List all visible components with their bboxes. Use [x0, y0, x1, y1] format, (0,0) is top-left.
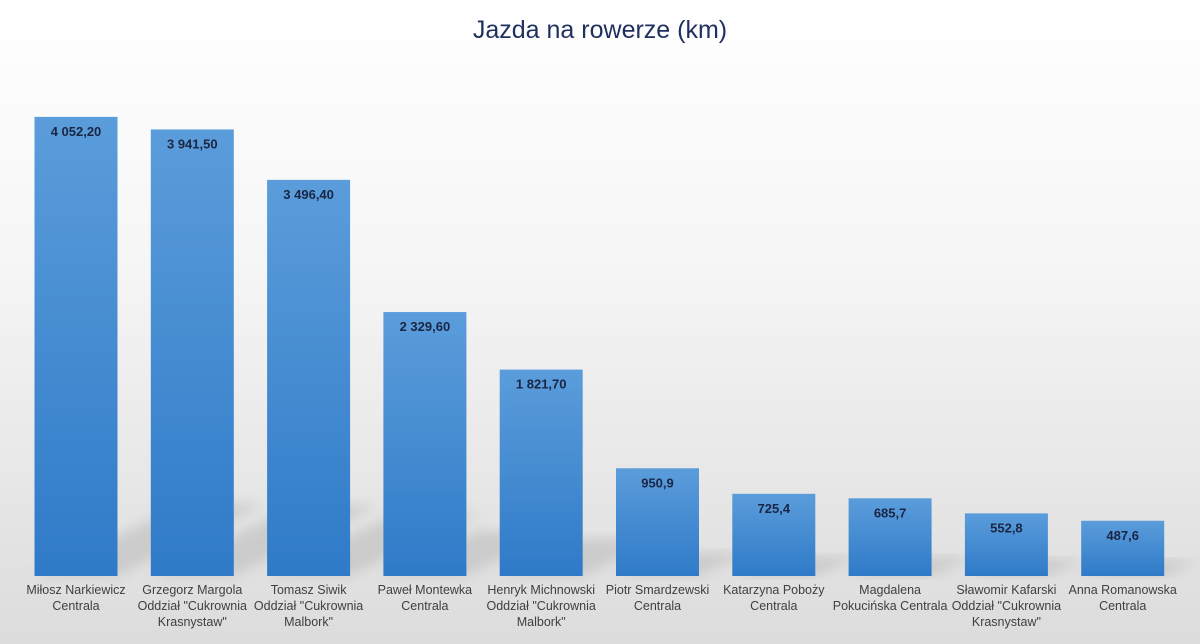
category-label: Piotr Smardzewski Centrala — [605, 583, 710, 613]
bar — [616, 468, 699, 576]
category-label: Sławomir Kafarski Oddział "Cukrownia Kra… — [951, 583, 1062, 629]
data-labels: 4 052,20 3 941,50 3 496,40 2 329,60 1 821,70… — [51, 124, 1139, 543]
data-label: 950,9 — [641, 475, 674, 490]
bar — [267, 179, 351, 576]
bar — [383, 312, 467, 576]
data-label: 725,4 — [758, 501, 791, 516]
bar — [1081, 520, 1165, 576]
data-label: 2 329,60 — [400, 319, 451, 334]
bars — [34, 116, 1165, 577]
chart-title: Jazda na rowerze (km) — [472, 16, 728, 44]
category-label: Paweł Montewka Centrala — [377, 583, 473, 613]
data-label: 1 821,70 — [516, 377, 567, 392]
data-label: 487,6 — [1106, 528, 1139, 543]
category-label: Anna Romanowska Centrala — [1068, 583, 1177, 613]
category-label: Katarzyna Poboży Centrala — [723, 583, 825, 613]
data-label: 685,7 — [874, 505, 907, 520]
category-label: Magdalena Pokucińska Centrala — [832, 583, 948, 613]
category-label: Grzegorz Margola Oddział "Cukrownia Kras… — [137, 583, 247, 629]
bar — [964, 513, 1048, 576]
data-label: 3 496,40 — [283, 187, 334, 202]
bar — [150, 129, 234, 577]
category-label: Henryk Michnowski Oddział "Cukrownia Mal… — [486, 583, 596, 629]
category-label: Miłosz Narkiewicz Centrala — [26, 583, 126, 613]
bar — [848, 498, 932, 576]
bar — [34, 116, 118, 576]
bar — [732, 493, 816, 576]
bar — [499, 369, 583, 576]
data-label: 3 941,50 — [167, 136, 218, 151]
category-label: Tomasz Siwik Oddział "Cukrownia Malbork" — [253, 583, 364, 629]
data-label: 552,8 — [990, 520, 1023, 535]
data-label: 4 052,20 — [51, 124, 102, 139]
